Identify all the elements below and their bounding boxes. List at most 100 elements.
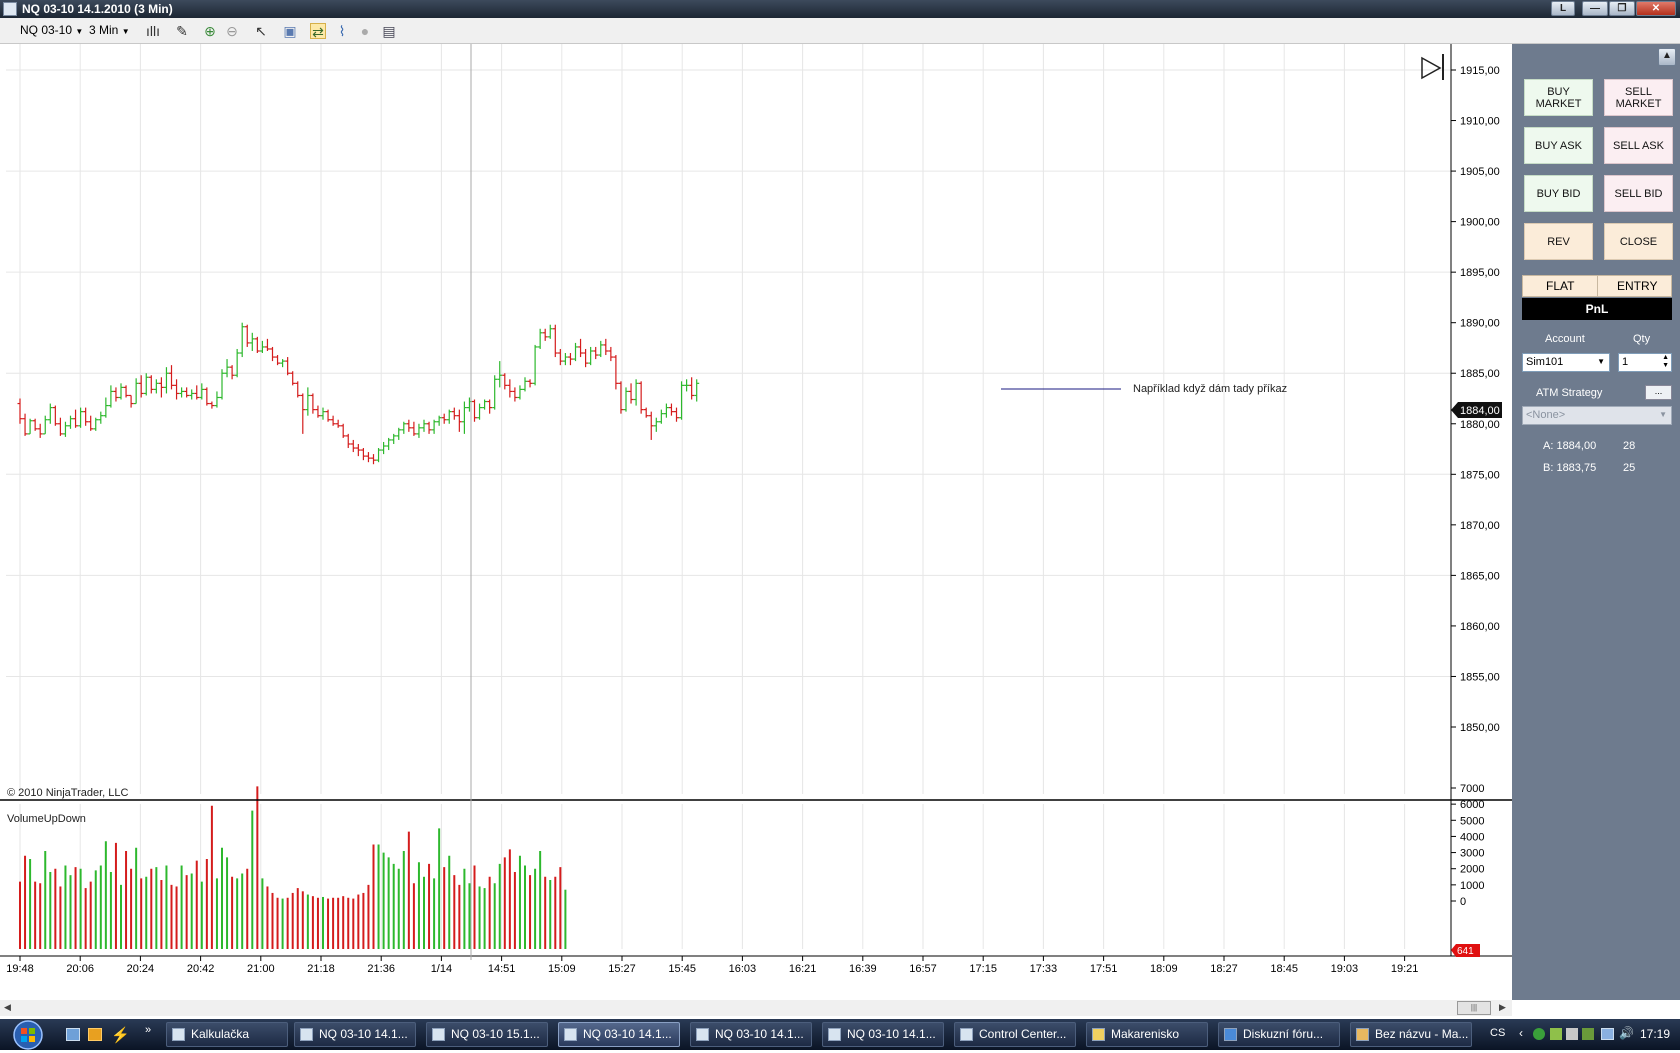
chart-axes: 1915,00 1910,00 1905,00 1900,00 1895,00 1890,… [6,65,1500,975]
scroll-right-icon[interactable]: ▶ [1499,1002,1506,1012]
price-chart[interactable]: 1915,00 1910,00 1905,00 1900,00 1895,00 1890,… [0,44,1512,1000]
tray-icon[interactable] [1582,1028,1594,1040]
time-tick-label: 14:51 [488,963,516,975]
time-tick-label: 15:27 [608,963,636,975]
price-bar [325,409,331,422]
indicators-icon[interactable]: ⌇ [338,23,346,39]
taskbar-item[interactable]: NQ 03-10 14.1... [294,1022,416,1047]
interval-selector[interactable]: 3 Min ▼ [89,23,130,37]
price-bar [234,348,240,378]
price-bar [583,348,589,368]
price-bar [158,377,164,398]
start-button[interactable] [6,1019,46,1050]
price-bar [522,377,528,392]
scroll-to-end-icon[interactable] [1421,54,1444,80]
volume-tick-label: 7000 [1460,783,1484,795]
quantity-stepper[interactable]: 1 ▲ ▼ [1618,353,1672,372]
network-icon[interactable] [1601,1028,1614,1040]
zoom-in-icon[interactable]: ⊕ [204,23,216,39]
sell-market-button[interactable]: SELL MARKET [1604,79,1673,116]
buy-market-button[interactable]: BUY MARKET [1524,79,1593,116]
price-bar [214,391,220,408]
clock[interactable]: 17:19 [1640,1027,1671,1041]
price-bar [598,340,604,358]
lang-badge[interactable]: L [1551,1,1575,16]
chevron-down-icon: ▼ [121,27,130,36]
volume-tick-label: 4000 [1460,831,1484,843]
price-bar [88,415,94,431]
price-bar [446,409,452,424]
taskbar-item[interactable]: Diskuzní fóru... [1218,1022,1340,1047]
account-select[interactable]: Sim101 ▼ [1522,353,1610,372]
taskbar-item-label: NQ 03-10 15.1... [451,1027,540,1041]
atm-strategy-button[interactable]: ... [1645,385,1672,400]
price-bar [507,379,513,398]
buy-ask-button[interactable]: BUY ASK [1524,127,1593,164]
taskbar-item[interactable]: Bez názvu - Ma... [1350,1022,1472,1047]
taskbar-item[interactable]: Control Center... [954,1022,1076,1047]
zoom-out-icon[interactable]: ⊖ [226,23,238,39]
taskbar-item[interactable]: NQ 03-10 15.1... [426,1022,548,1047]
price-bar [305,387,311,416]
sell-bid-button[interactable]: SELL BID [1604,175,1673,212]
taskbar-item[interactable]: Kalkulačka [166,1022,288,1047]
sell-ask-button[interactable]: SELL ASK [1604,127,1673,164]
close-window-button[interactable]: ✕ [1636,1,1676,16]
chart-horizontal-scrollbar[interactable]: ◀ ||| ▶ [0,1000,1512,1016]
tray-icon[interactable] [1550,1028,1562,1040]
price-bar [401,421,407,434]
scroll-thumb[interactable]: ||| [1457,1001,1491,1015]
time-tick-label: 16:03 [729,963,757,975]
interval-label: 3 Min [89,23,119,37]
taskbar-item-active[interactable]: NQ 03-10 14.1... [558,1022,680,1047]
quicklaunch-app-icon[interactable]: ⚡ [111,1027,130,1044]
price-bar [249,332,255,351]
close-position-button[interactable]: CLOSE [1604,223,1673,260]
price-bar [633,379,639,406]
taskbar-item-label: Bez názvu - Ma... [1375,1027,1469,1041]
data-box-icon[interactable]: ▣ [283,23,297,39]
taskbar-item[interactable]: NQ 03-10 14.1... [822,1022,944,1047]
tray-expand-icon[interactable]: ‹ [1519,1026,1523,1040]
reverse-button[interactable]: REV [1524,223,1593,260]
strategy-icon[interactable]: ● [360,23,370,39]
spin-icon[interactable]: ▲ ▼ [1662,354,1669,369]
price-bar [275,355,281,366]
buy-bid-button[interactable]: BUY BID [1524,175,1593,212]
volume-tick-label: 5000 [1460,815,1484,827]
volume-icon[interactable]: 🔊 [1619,1026,1634,1040]
price-bar [482,399,488,410]
tray-icon[interactable] [1566,1028,1578,1040]
draw-tool-icon[interactable]: ✎ [176,23,188,39]
price-bar [547,324,553,339]
price-bar [295,381,301,398]
chart-trader-icon[interactable]: ⇄ [310,23,326,40]
chart-icon [300,1028,313,1041]
chart-annotation-text[interactable]: Například když dám tady příkaz [1133,383,1287,395]
price-bar [47,403,53,424]
properties-icon[interactable]: ▤ [382,23,396,39]
quicklaunch-show-desktop-icon[interactable] [66,1028,80,1041]
price-bar [83,407,89,426]
scroll-left-icon[interactable]: ◀ [4,1002,11,1012]
bar-type-icon[interactable]: ıllı [146,23,160,39]
price-bar [27,418,33,435]
atm-strategy-select[interactable]: <None> ▼ [1522,406,1672,425]
time-tick-label: 18:09 [1150,963,1178,975]
tray-icon[interactable] [1533,1028,1545,1040]
chart-grid [6,44,1451,949]
minimize-button[interactable]: — [1582,1,1608,16]
price-bar [371,454,376,465]
taskbar-item[interactable]: NQ 03-10 14.1... [690,1022,812,1047]
instrument-selector[interactable]: NQ 03-10 ▼ [20,23,83,37]
cursor-icon[interactable]: ↖ [255,23,267,39]
quicklaunch-more-icon[interactable]: » [145,1024,152,1036]
panel-collapse-button[interactable]: ▲ [1658,48,1676,66]
price-bar [512,387,518,402]
browser-icon [1224,1028,1237,1041]
taskbar-item[interactable]: Makarenisko [1086,1022,1208,1047]
language-indicator[interactable]: CS [1490,1027,1506,1039]
maximize-button[interactable]: ❐ [1609,1,1635,16]
quicklaunch-media-icon[interactable] [88,1028,102,1041]
price-bar [674,407,679,422]
